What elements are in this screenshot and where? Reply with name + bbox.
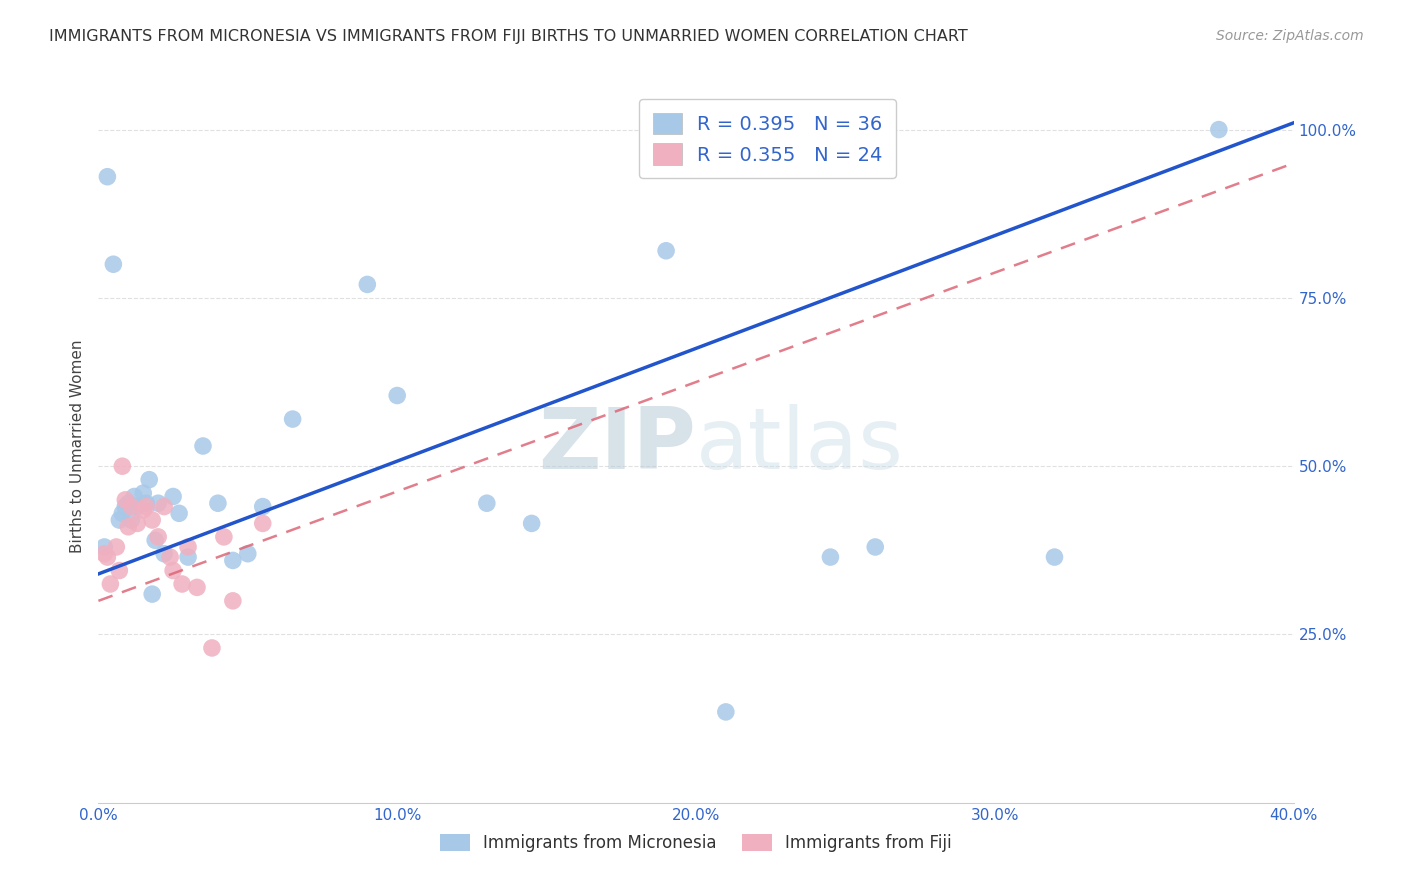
Point bbox=[281, 412, 304, 426]
Y-axis label: Births to Unmarried Women: Births to Unmarried Women bbox=[69, 339, 84, 553]
Point bbox=[167, 506, 190, 520]
Point bbox=[520, 516, 543, 531]
Point bbox=[475, 496, 498, 510]
Point bbox=[132, 486, 155, 500]
Point bbox=[127, 500, 149, 514]
Text: Source: ZipAtlas.com: Source: ZipAtlas.com bbox=[1216, 29, 1364, 43]
Point bbox=[356, 277, 378, 292]
Point bbox=[93, 547, 115, 561]
Point bbox=[222, 594, 245, 608]
Point bbox=[135, 500, 157, 514]
Point bbox=[186, 580, 208, 594]
Point bbox=[117, 520, 139, 534]
Point bbox=[1043, 550, 1066, 565]
Point bbox=[385, 388, 409, 402]
Point bbox=[222, 553, 245, 567]
Point bbox=[132, 503, 155, 517]
Point bbox=[252, 516, 274, 531]
Point bbox=[714, 705, 737, 719]
Point bbox=[1208, 122, 1230, 136]
Text: IMMIGRANTS FROM MICRONESIA VS IMMIGRANTS FROM FIJI BIRTHS TO UNMARRIED WOMEN COR: IMMIGRANTS FROM MICRONESIA VS IMMIGRANTS… bbox=[49, 29, 967, 44]
Point bbox=[172, 577, 194, 591]
Text: atlas: atlas bbox=[696, 404, 904, 488]
Point bbox=[655, 244, 678, 258]
Point bbox=[114, 492, 136, 507]
Point bbox=[177, 540, 200, 554]
Point bbox=[148, 530, 170, 544]
Point bbox=[153, 547, 176, 561]
Point bbox=[103, 257, 125, 271]
Point bbox=[138, 473, 160, 487]
Point bbox=[212, 530, 235, 544]
Point bbox=[111, 459, 134, 474]
Point bbox=[201, 640, 224, 655]
Point bbox=[96, 550, 118, 565]
Point bbox=[135, 496, 157, 510]
Point bbox=[108, 513, 131, 527]
Point bbox=[820, 550, 842, 565]
Point bbox=[120, 513, 142, 527]
Point bbox=[162, 564, 184, 578]
Point bbox=[96, 169, 118, 184]
Text: ZIP: ZIP bbox=[538, 404, 696, 488]
Point bbox=[120, 500, 142, 514]
Point bbox=[127, 516, 149, 531]
Point bbox=[865, 540, 887, 554]
Point bbox=[159, 550, 181, 565]
Point bbox=[141, 513, 163, 527]
Point bbox=[98, 577, 122, 591]
Point bbox=[162, 490, 184, 504]
Legend: Immigrants from Micronesia, Immigrants from Fiji: Immigrants from Micronesia, Immigrants f… bbox=[433, 827, 959, 859]
Point bbox=[93, 540, 115, 554]
Point bbox=[141, 587, 163, 601]
Point bbox=[111, 506, 134, 520]
Point bbox=[252, 500, 274, 514]
Point bbox=[108, 564, 131, 578]
Point bbox=[114, 500, 136, 514]
Point bbox=[117, 496, 139, 510]
Point bbox=[153, 500, 176, 514]
Point bbox=[148, 496, 170, 510]
Point bbox=[207, 496, 229, 510]
Point bbox=[236, 547, 259, 561]
Point bbox=[105, 540, 128, 554]
Point bbox=[177, 550, 200, 565]
Point bbox=[143, 533, 166, 548]
Point bbox=[124, 490, 146, 504]
Point bbox=[191, 439, 214, 453]
